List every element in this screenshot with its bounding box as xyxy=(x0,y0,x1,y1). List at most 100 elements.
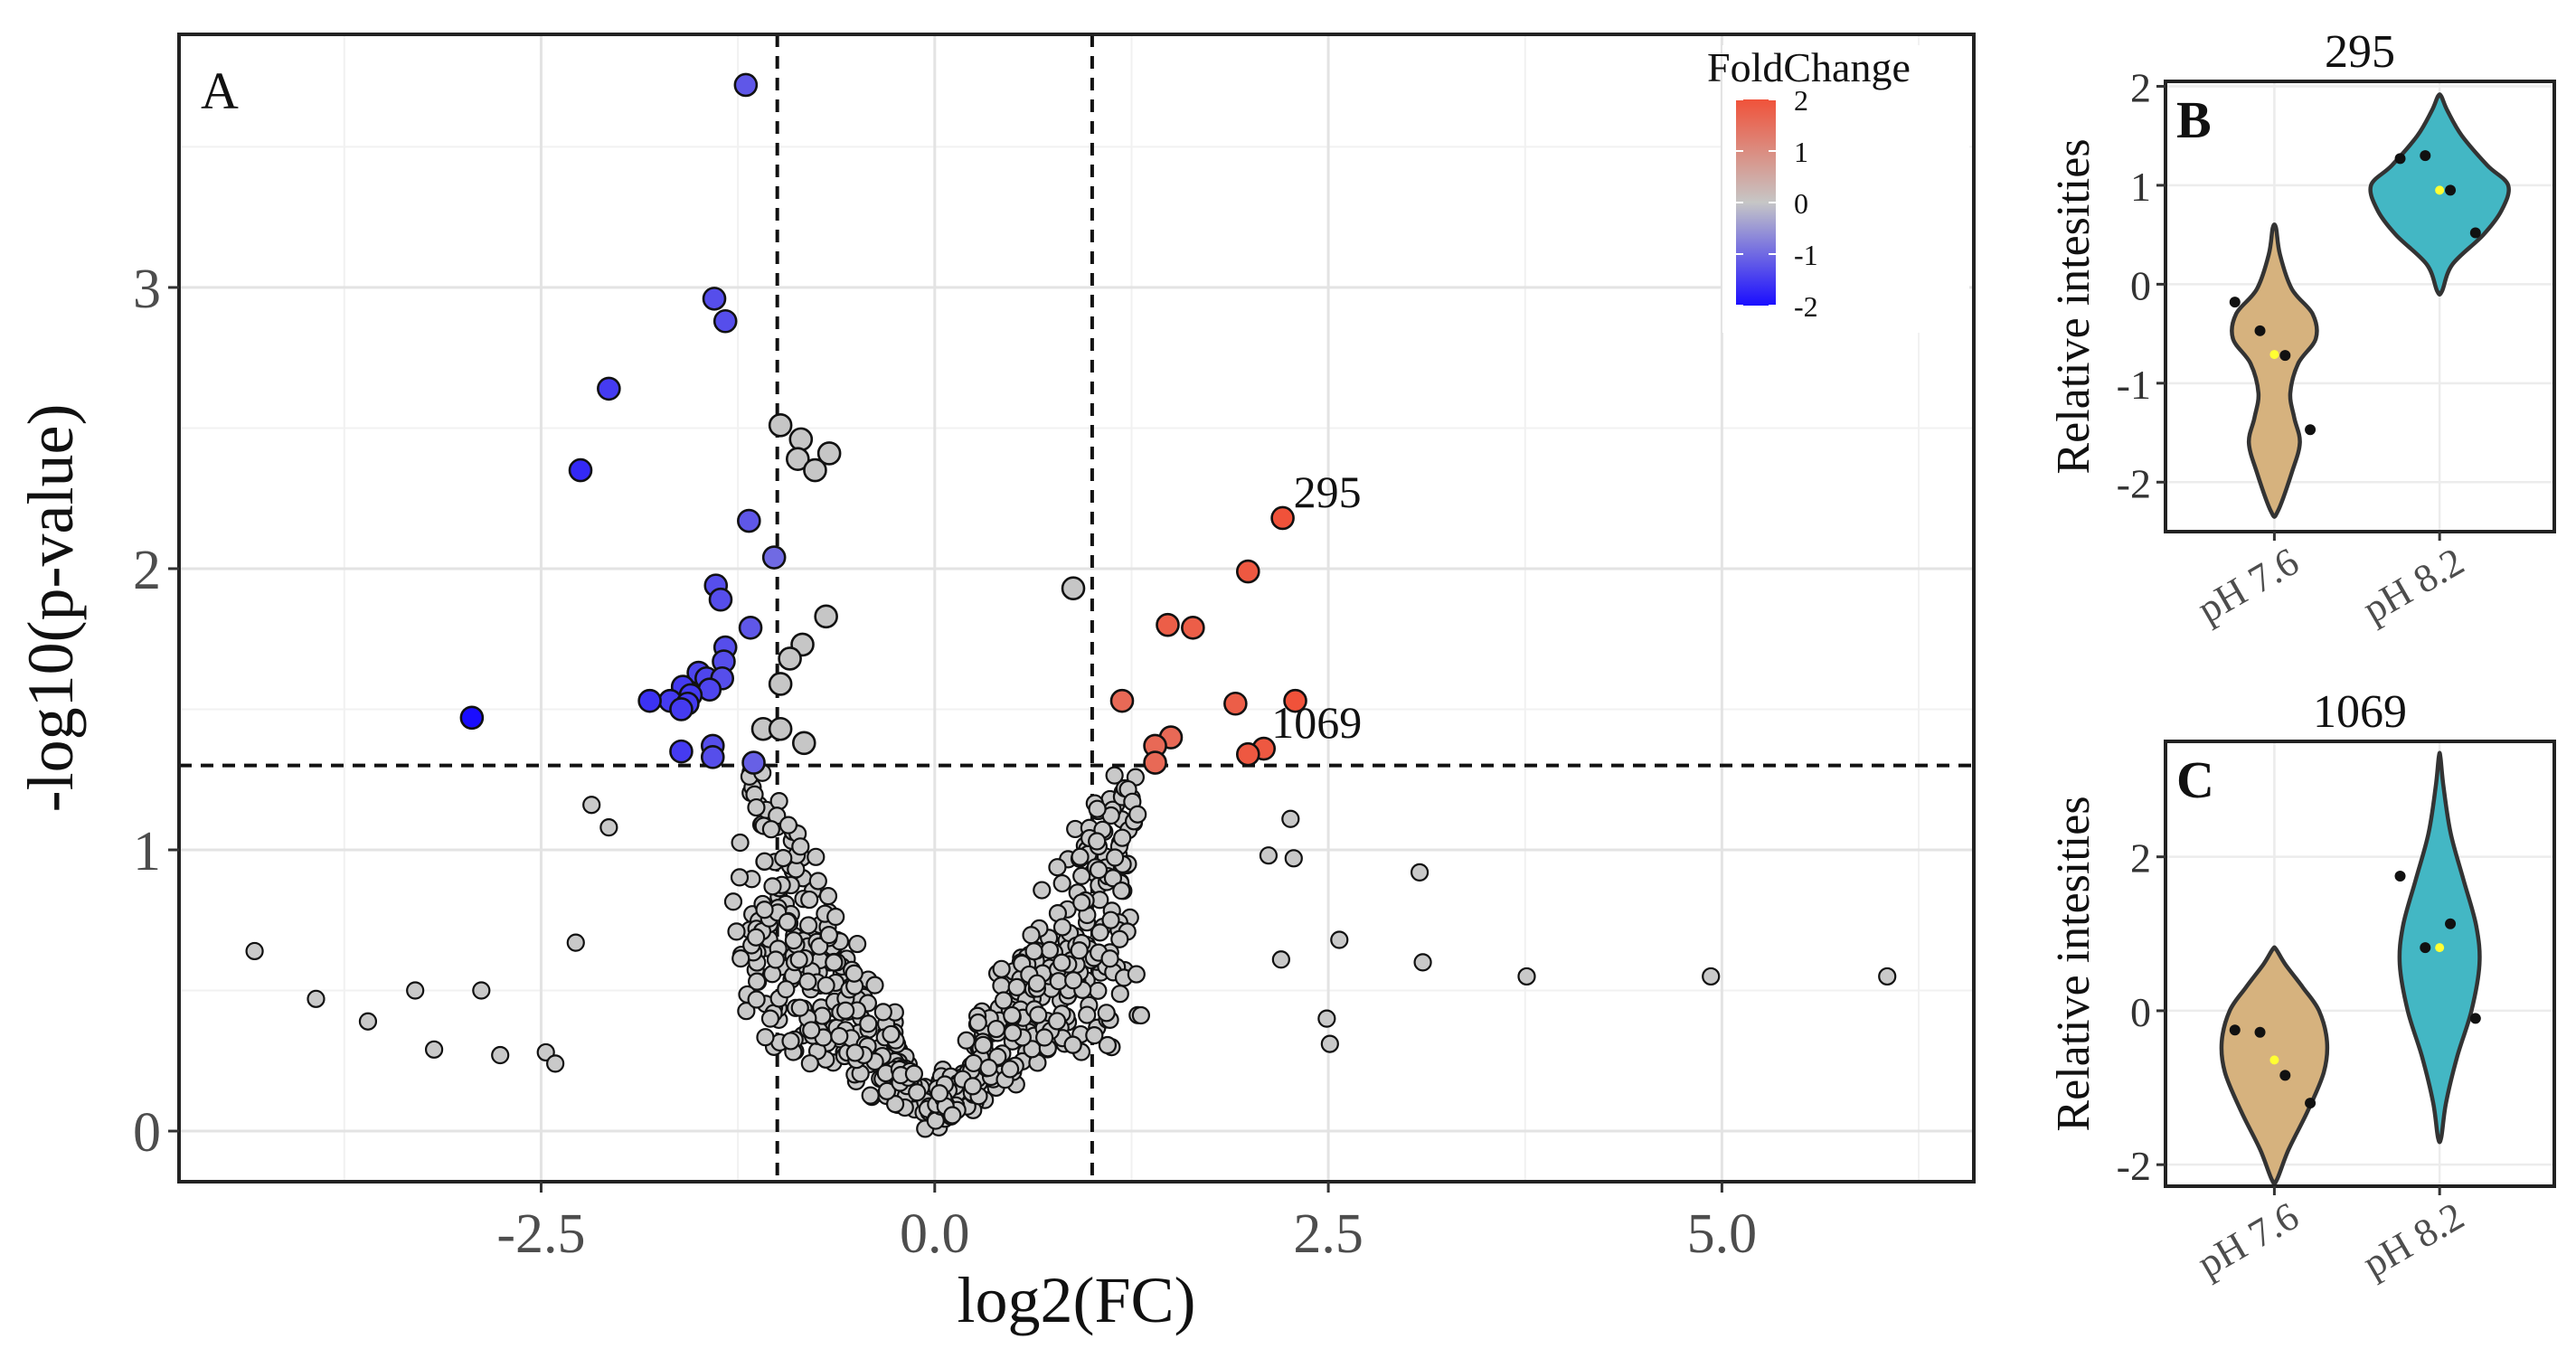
volcano-point xyxy=(1049,972,1068,991)
volcano-points xyxy=(245,72,1897,1138)
violin-point xyxy=(2305,1098,2317,1109)
violin-panel-label: C xyxy=(2176,750,2214,809)
volcano-point-large xyxy=(786,447,810,471)
volcano-point xyxy=(1105,766,1124,785)
violin-plot-frame xyxy=(2164,80,2556,533)
volcano-point-large xyxy=(768,413,793,438)
y-tick-label: 0 xyxy=(133,1102,161,1164)
volcano-point xyxy=(731,833,750,853)
volcano-point xyxy=(1090,923,1109,942)
volcano-point xyxy=(1064,971,1083,990)
violin-y-tick-label: -2 xyxy=(2117,460,2151,506)
volcano-point xyxy=(769,791,788,811)
volcano-point xyxy=(756,1028,775,1047)
volcano-point-significant xyxy=(1223,691,1248,716)
violin-point xyxy=(2279,1070,2291,1081)
volcano-point xyxy=(1000,1060,1020,1079)
violin-mean-point xyxy=(2269,1055,2279,1065)
legend-tick-label: 1 xyxy=(1794,136,1808,168)
volcano-point xyxy=(774,849,793,868)
volcano-point-significant xyxy=(637,688,662,713)
volcano-point-significant xyxy=(702,287,727,311)
volcano-point xyxy=(865,976,884,995)
volcano-point-significant xyxy=(1143,750,1167,775)
volcano-point xyxy=(1003,1023,1023,1042)
violin-shape xyxy=(2230,222,2319,519)
violin-point xyxy=(2254,325,2266,336)
volcano-point xyxy=(845,1043,864,1062)
volcano-point xyxy=(943,1106,962,1125)
volcano-point xyxy=(789,950,808,969)
volcano-point xyxy=(810,937,829,956)
volcano-point xyxy=(781,1032,800,1051)
volcano-point xyxy=(472,981,491,1000)
violin-y-axis-label: Relative intesities xyxy=(2048,796,2099,1131)
volcano-point xyxy=(1284,849,1303,868)
volcano-point xyxy=(877,1081,897,1100)
violin-y-tick-label: 0 xyxy=(2130,989,2151,1035)
violin-y-tick-label: 0 xyxy=(2130,262,2151,308)
volcano-point xyxy=(1027,974,1046,993)
volcano-point-significant xyxy=(761,545,787,570)
violin-point xyxy=(2394,870,2406,882)
y-tick-label: 2 xyxy=(133,540,161,601)
volcano-point xyxy=(1110,985,1129,1004)
volcano-point xyxy=(1003,1005,1022,1025)
volcano-point xyxy=(1089,861,1109,880)
volcano-point xyxy=(802,1021,821,1040)
volcano-point xyxy=(748,972,767,991)
volcano-point-large xyxy=(1061,576,1086,601)
volcano-point xyxy=(1070,941,1089,960)
volcano-point xyxy=(1110,929,1129,948)
violin-mean-point xyxy=(2435,943,2445,953)
volcano-annotations: 295 1069 xyxy=(1271,467,1362,748)
volcano-point xyxy=(730,868,750,887)
legend-tick-label: 0 xyxy=(1794,187,1808,220)
volcano-threshold-lines xyxy=(179,34,1974,1182)
volcano-point xyxy=(755,901,774,919)
volcano-point xyxy=(1072,866,1091,886)
volcano-point-significant xyxy=(733,72,759,98)
violin-point xyxy=(2229,1024,2241,1036)
violin-point xyxy=(2305,424,2317,436)
volcano-point-significant xyxy=(712,308,738,334)
volcano-point xyxy=(747,797,766,817)
x-tick-label: 0.0 xyxy=(900,1203,970,1265)
volcano-point xyxy=(777,980,796,999)
volcano-point xyxy=(1702,967,1721,986)
volcano-point-significant xyxy=(669,697,694,721)
volcano-point xyxy=(755,852,774,871)
volcano-point-significant xyxy=(1156,612,1180,637)
volcano-point xyxy=(1271,950,1290,969)
volcano-point xyxy=(566,933,585,952)
violin-y-tick-label: -2 xyxy=(2117,1143,2151,1189)
violin-point xyxy=(2469,227,2481,239)
volcano-point xyxy=(1024,942,1043,961)
x-axis-label: log2(FC) xyxy=(957,1264,1195,1336)
volcano-point xyxy=(1088,799,1107,818)
volcano-point xyxy=(1127,965,1146,984)
violin-title: 1069 xyxy=(2313,686,2407,738)
volcano-point xyxy=(727,922,746,941)
volcano-point xyxy=(974,1035,993,1054)
volcano-point xyxy=(546,1054,565,1073)
volcano-point xyxy=(1100,949,1119,968)
volcano-point xyxy=(929,1084,949,1103)
violin-point xyxy=(2420,942,2431,954)
volcano-point-significant xyxy=(1181,615,1205,640)
volcano-point xyxy=(1071,847,1090,866)
volcano-point xyxy=(825,953,844,972)
volcano-point xyxy=(763,877,782,896)
volcano-point xyxy=(1098,1035,1118,1055)
violin-point xyxy=(2254,1026,2266,1038)
volcano-point-significant xyxy=(708,587,733,612)
volcano-point-significant xyxy=(1283,688,1307,713)
volcano-point xyxy=(1088,832,1107,851)
volcano-point xyxy=(826,907,845,927)
x-tick-label: 2.5 xyxy=(1293,1203,1363,1265)
violin-plot-1069: -2 0 2 pH 7.6 pH 8.2 1069 C Relative intesities xyxy=(2048,686,2556,1287)
volcano-point xyxy=(1072,893,1091,912)
